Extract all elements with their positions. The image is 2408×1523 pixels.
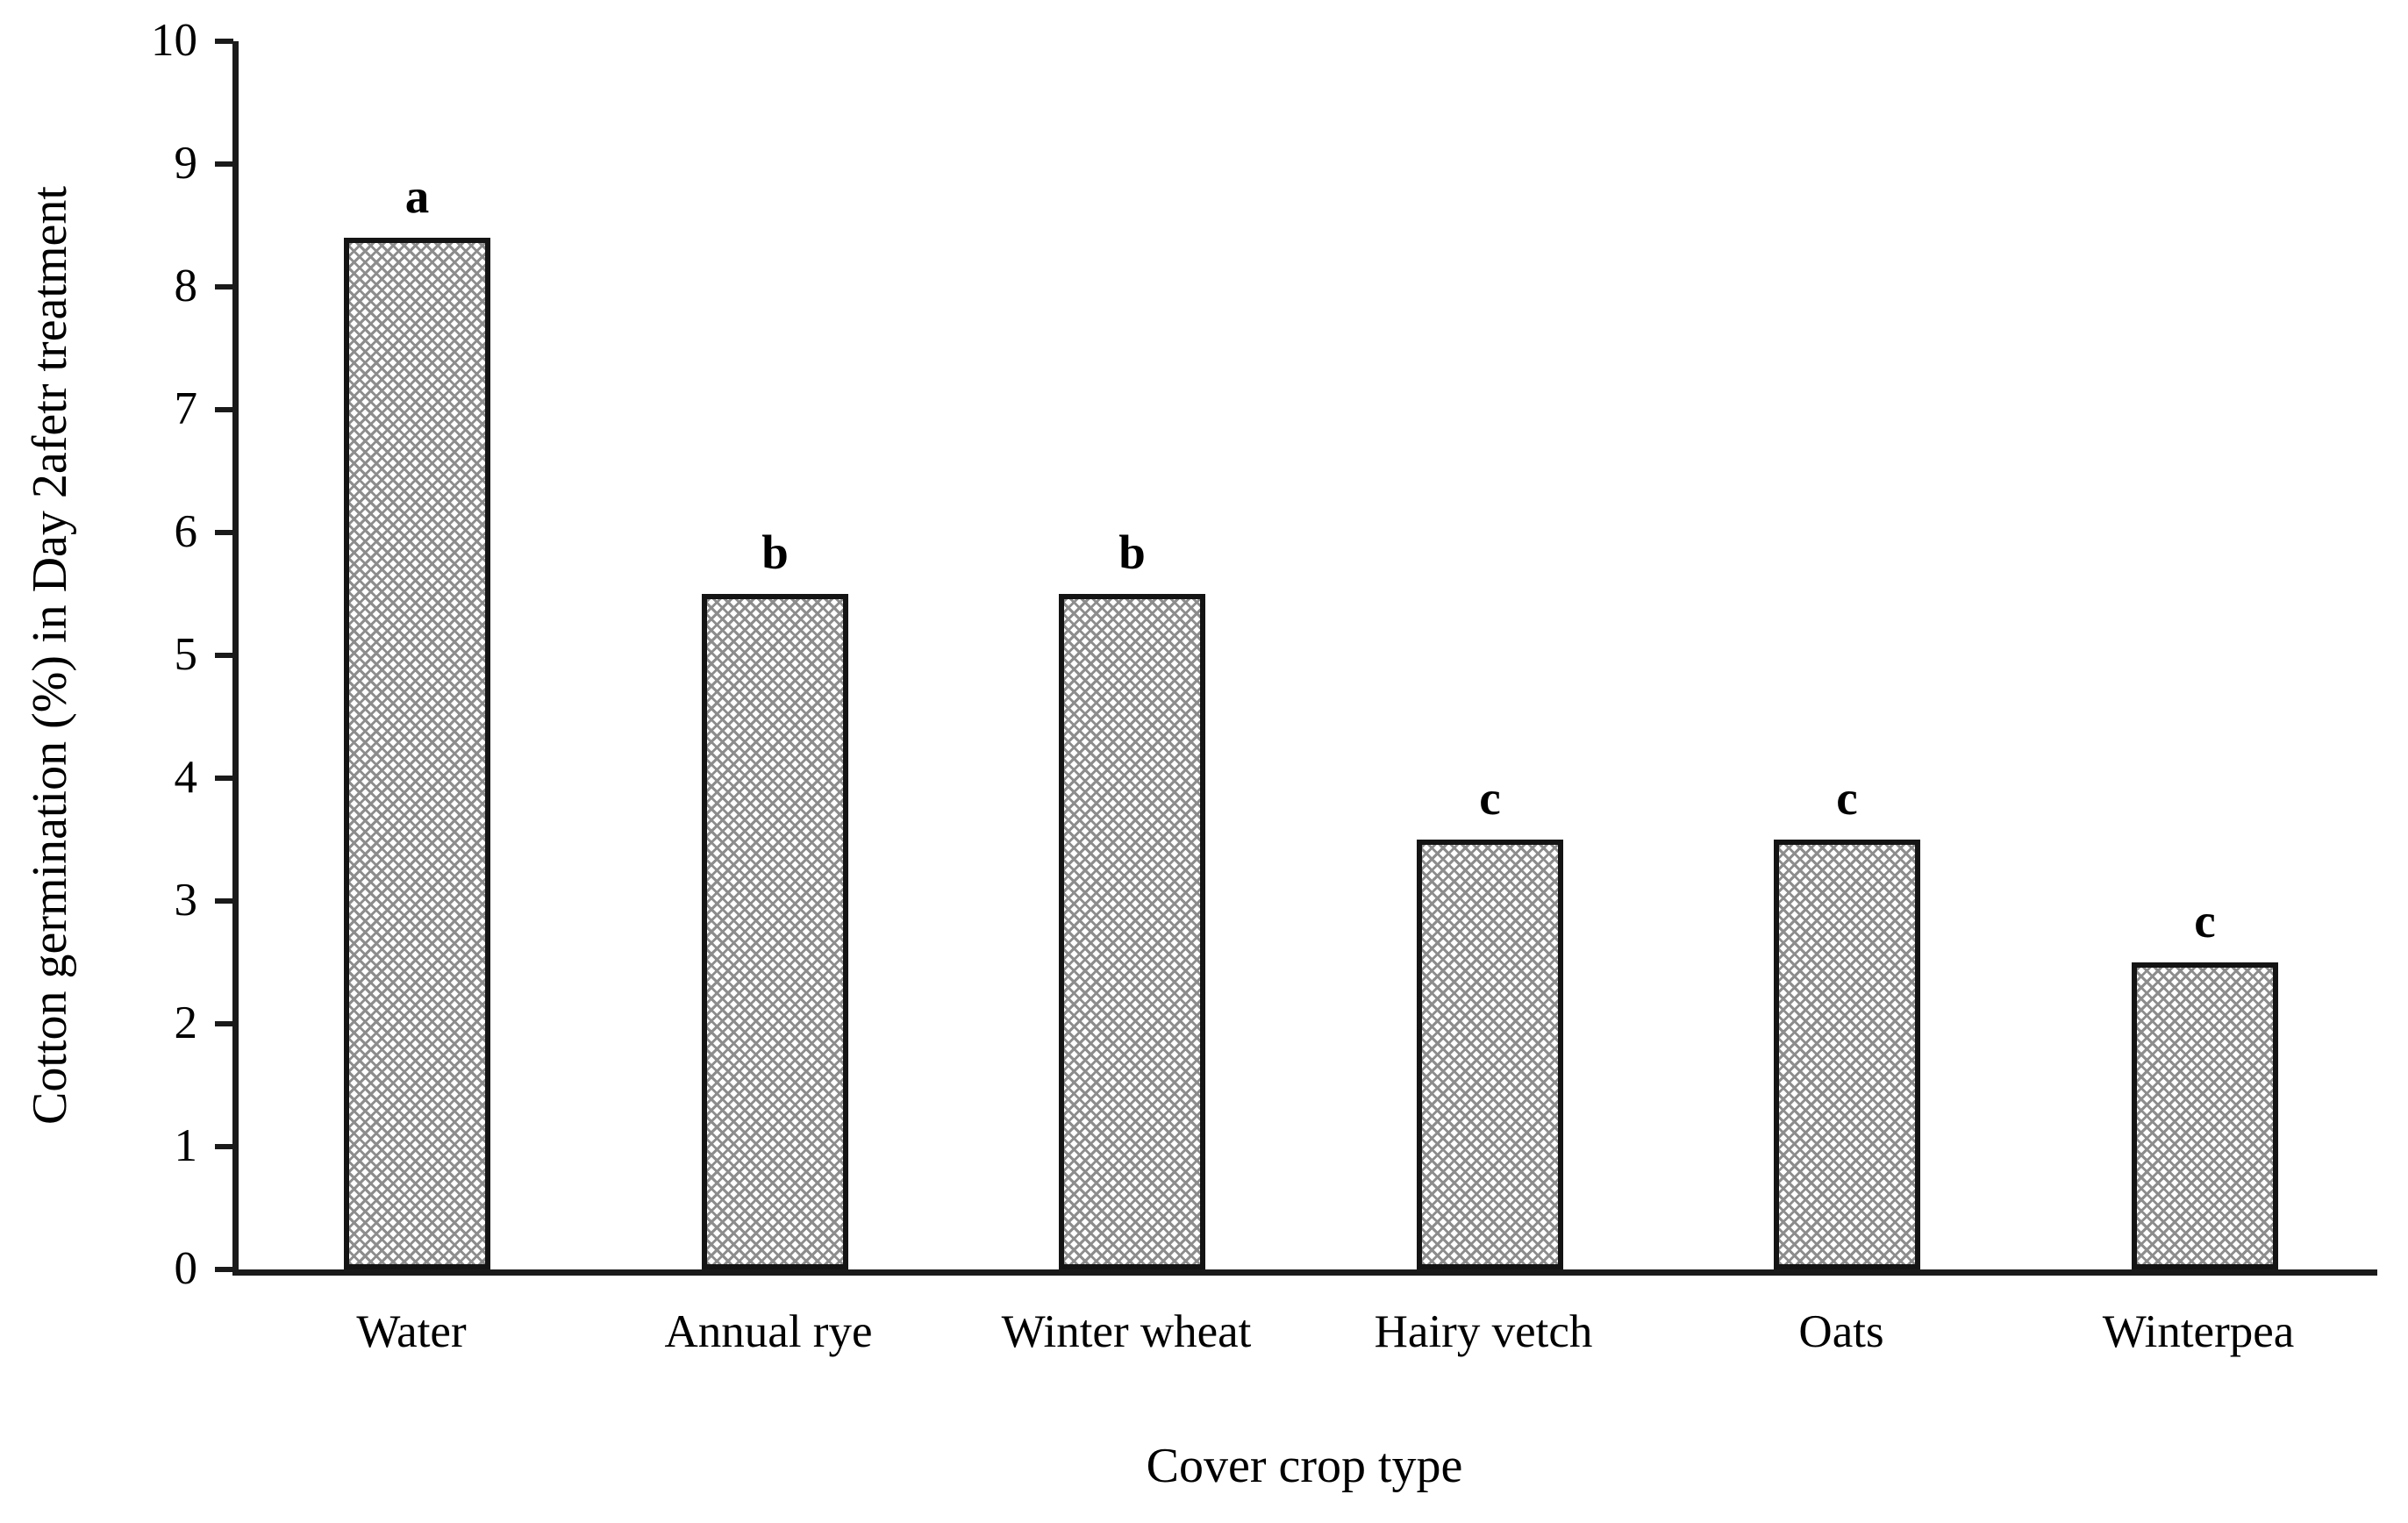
- y-tick-label: 7: [174, 383, 198, 434]
- y-tick-label: 6: [174, 506, 198, 557]
- y-tick: [215, 407, 233, 412]
- y-tick-label: 2: [174, 997, 198, 1048]
- x-category-label: Winterpea: [2102, 1306, 2295, 1357]
- x-category-label: Oats: [1798, 1306, 1884, 1357]
- y-tick-label: 1: [174, 1120, 198, 1171]
- x-axis-title: Cover crop type: [1146, 1439, 1463, 1493]
- y-tick: [215, 1144, 233, 1149]
- bar-annual-rye: [702, 594, 848, 1269]
- y-tick: [215, 161, 233, 167]
- y-tick: [215, 653, 233, 658]
- plot-area: a b b c c c: [232, 41, 2377, 1276]
- y-tick-label: 8: [174, 261, 198, 311]
- bar-hairy-vetch: [1417, 840, 1563, 1269]
- significance-letter: c: [2194, 894, 2216, 947]
- bar-oats: [1774, 840, 1920, 1269]
- x-category-label: Winter wheat: [1001, 1306, 1252, 1357]
- significance-letter: b: [1118, 526, 1146, 579]
- x-category-label: Water: [356, 1306, 467, 1357]
- x-category-label: Hairy vetch: [1374, 1306, 1593, 1357]
- y-tick-label: 9: [174, 138, 198, 189]
- y-tick: [215, 530, 233, 535]
- y-tick: [215, 776, 233, 781]
- y-tick: [215, 898, 233, 904]
- y-tick: [215, 284, 233, 290]
- y-tick-label: 10: [151, 15, 197, 66]
- significance-letter: c: [1836, 771, 1858, 825]
- y-tick-label: 3: [174, 875, 198, 926]
- y-tick-label: 5: [174, 629, 198, 680]
- significance-letter: a: [404, 169, 430, 223]
- y-tick: [215, 39, 233, 44]
- bar-water: [344, 238, 490, 1269]
- y-tick-label: 4: [174, 752, 198, 803]
- y-tick-label: 0: [174, 1243, 198, 1294]
- significance-letter: b: [761, 526, 789, 579]
- significance-letter: c: [1479, 771, 1501, 825]
- y-tick: [215, 1267, 233, 1272]
- bar-winter-wheat: [1059, 594, 1205, 1269]
- x-category-label: Annual rye: [664, 1306, 873, 1357]
- y-tick: [215, 1021, 233, 1026]
- bar-winterpea: [2132, 962, 2278, 1269]
